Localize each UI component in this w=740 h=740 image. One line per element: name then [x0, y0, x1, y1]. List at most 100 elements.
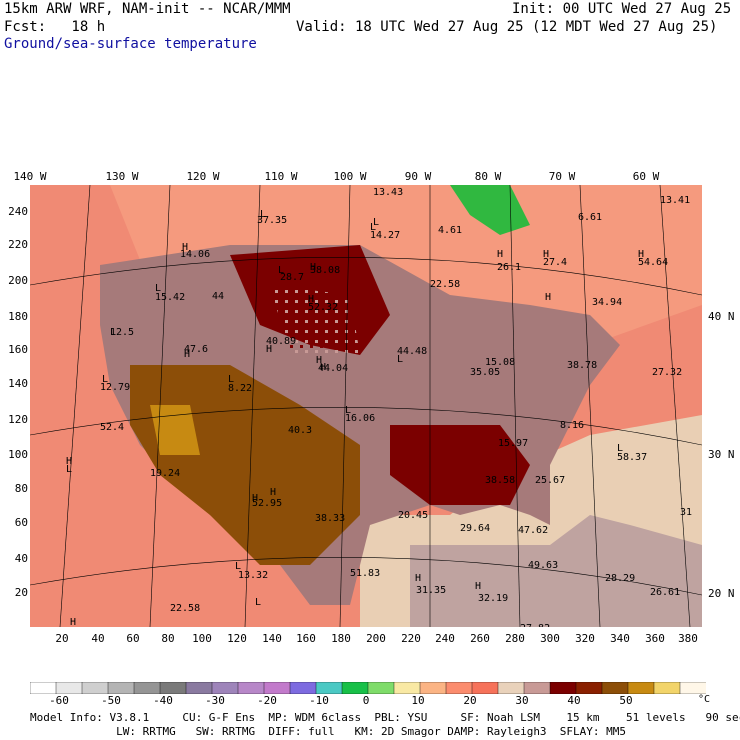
colorbar-label: 50	[619, 694, 633, 707]
map-value-label: 20.45	[398, 510, 428, 521]
map-value-label: 27.4	[543, 257, 567, 268]
map-value-label: 8.22	[228, 383, 252, 394]
map-value-label: 52.32	[308, 302, 338, 313]
map-value-label: H	[543, 249, 549, 260]
colorbar-swatch	[575, 682, 603, 694]
map-value-label: 44	[212, 291, 224, 302]
colorbar-swatch	[549, 682, 577, 694]
field-name: Ground/sea-surface temperature	[4, 36, 257, 52]
colorbar-label: 20	[463, 694, 477, 707]
x-tick: 140	[262, 632, 282, 645]
map-value-label: 22.58	[430, 279, 460, 290]
colorbar-swatch	[445, 682, 473, 694]
map-value-label: 52.95	[252, 498, 282, 509]
x-tick: 340	[610, 632, 630, 645]
map-value-label: 13.41	[660, 195, 690, 206]
map-value-label: 26.61	[650, 587, 680, 598]
map-value-label: H	[638, 249, 644, 260]
map-value-label: 40.89	[266, 336, 296, 347]
map-value-label: 54.64	[638, 257, 668, 268]
colorbar-label: -10	[309, 694, 329, 707]
map-value-label: H	[475, 581, 481, 592]
y-tick: 20	[14, 586, 28, 599]
colorbar-swatch	[81, 682, 109, 694]
map-value-label: L	[228, 374, 234, 385]
map-value-label: 28.7	[280, 272, 304, 283]
map-value-label: 8.16	[560, 420, 584, 431]
map-value-label: 16.06	[345, 413, 375, 424]
map-value-label: H	[316, 355, 322, 366]
map-value-label: H	[66, 456, 72, 467]
colorbar-swatch	[55, 682, 83, 694]
map-value-label: L	[373, 217, 379, 228]
colorbar	[30, 682, 706, 694]
x-tick: 260	[470, 632, 490, 645]
map-value-label: 26.1	[497, 262, 521, 273]
map-value-label: H	[266, 344, 272, 355]
colorbar-unit: °C	[698, 694, 711, 705]
y-tick: 180	[8, 310, 28, 323]
desert-hot	[150, 405, 200, 455]
colorbar-swatch	[419, 682, 447, 694]
colorbar-swatch	[185, 682, 213, 694]
lon-label: 120 W	[186, 170, 220, 183]
lon-label: 110 W	[264, 170, 298, 183]
map-value-label: L	[278, 265, 284, 276]
plains-speckle	[270, 285, 360, 355]
map-value-label: 13.32	[238, 570, 268, 581]
x-tick: 220	[401, 632, 421, 645]
lon-label: 100 W	[333, 170, 367, 183]
colorbar-swatch	[367, 682, 395, 694]
map-value-label: H	[545, 292, 551, 303]
map-value-label: L	[345, 405, 351, 416]
map-value-label: 25.67	[535, 475, 565, 486]
colorbar-swatch	[263, 682, 291, 694]
map-value-label: L	[102, 374, 108, 385]
map-value-label: 29.64	[460, 523, 490, 534]
map-value-label: L	[155, 283, 161, 294]
colorbar-swatch	[601, 682, 629, 694]
y-tick: 220	[8, 238, 28, 251]
colorbar-swatch	[30, 682, 57, 694]
map-value-label: 14.06	[180, 249, 210, 260]
colorbar-swatch	[523, 682, 551, 694]
x-tick: 40	[91, 632, 105, 645]
colorbar-swatch	[211, 682, 239, 694]
map-value-label: L	[66, 464, 72, 475]
x-tick: 80	[161, 632, 175, 645]
map-value-label: 49.63	[528, 560, 558, 571]
colorbar-swatch	[341, 682, 369, 694]
map-value-label: 31.35	[416, 585, 446, 596]
model-physics: LW: RRTMG SW: RRTMG DIFF: full KM: 2D Sm…	[30, 725, 627, 738]
colorbar-swatch	[315, 682, 343, 694]
map-value-label: H	[308, 294, 314, 305]
x-tick: 60	[126, 632, 140, 645]
y-tick: 60	[14, 516, 28, 529]
map-value-label: H	[252, 493, 258, 504]
colorbar-swatch	[289, 682, 317, 694]
map-value-label: 13.43	[373, 187, 403, 198]
canada-land	[110, 185, 702, 345]
colorbar-label: 10	[411, 694, 425, 707]
map-value-label: 6.61	[578, 212, 602, 223]
lat-label: 40 N	[708, 310, 735, 323]
lon-label: 80 W	[474, 170, 502, 183]
lon-label: 130 W	[105, 170, 139, 183]
colorbar-label: 0	[362, 694, 370, 707]
map-value-label: 14.27	[370, 230, 400, 241]
colorbar-label: 40	[567, 694, 581, 707]
x-tick: 320	[575, 632, 595, 645]
x-tick: 200	[366, 632, 386, 645]
lat-label: 20 N	[708, 587, 735, 600]
x-tick: 240	[435, 632, 455, 645]
x-tick: 280	[505, 632, 525, 645]
map-value-label: H	[310, 262, 316, 273]
colorbar-swatch	[133, 682, 161, 694]
map-value-label: 27.82	[520, 623, 550, 627]
colorbar-swatch	[393, 682, 421, 694]
map-value-label: 38.08	[310, 265, 340, 276]
map-value-label: L	[260, 209, 266, 220]
forecast-hour: Fcst: 18 h	[4, 19, 106, 35]
colorbar-swatch	[471, 682, 499, 694]
